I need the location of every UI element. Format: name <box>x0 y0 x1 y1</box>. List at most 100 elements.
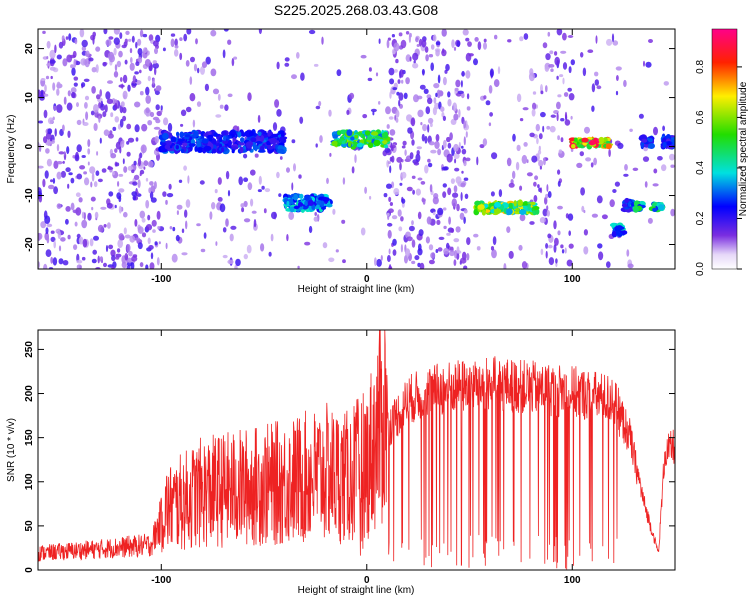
noise-blob <box>406 114 413 122</box>
noise-blob <box>423 88 429 95</box>
band-3-cell <box>508 202 513 210</box>
noise-blob <box>547 31 551 37</box>
noise-blob <box>110 153 117 159</box>
noise-blob <box>142 33 148 38</box>
noise-blob <box>108 54 115 63</box>
noise-blob <box>424 46 429 53</box>
noise-blob <box>48 184 55 190</box>
noise-blob <box>183 165 188 171</box>
noise-blob <box>388 248 391 255</box>
noise-blob <box>253 219 257 228</box>
noise-blob <box>217 177 222 185</box>
band-8-cell <box>641 138 648 143</box>
noise-blob <box>526 172 533 177</box>
noise-blob <box>192 119 196 128</box>
noise-blob <box>154 135 159 144</box>
noise-blob <box>594 79 599 86</box>
noise-blob <box>460 192 463 201</box>
band-4-cell <box>598 136 605 143</box>
noise-blob <box>103 29 108 35</box>
noise-blob <box>139 262 144 268</box>
noise-blob <box>88 57 94 62</box>
band-2-cell <box>350 136 355 141</box>
noise-blob <box>135 41 138 49</box>
noise-blob <box>230 225 237 230</box>
band-1-cell <box>293 205 300 210</box>
noise-blob <box>74 38 78 45</box>
band-0-cell <box>267 130 271 137</box>
noise-blob <box>70 64 74 69</box>
noise-blob <box>104 104 108 113</box>
x-tick-label: 0 <box>364 575 370 586</box>
noise-blob <box>559 74 564 78</box>
noise-blob <box>434 141 440 149</box>
noise-blob <box>387 222 393 227</box>
colorbar-tick-label: 0.0 <box>695 262 706 276</box>
band-0-cell <box>184 134 191 138</box>
noise-blob <box>519 118 524 122</box>
noise-blob <box>428 259 435 265</box>
noise-blob <box>611 33 615 43</box>
noise-blob <box>642 156 650 162</box>
noise-blob <box>562 32 567 41</box>
snr-series-line <box>38 330 675 570</box>
noise-blob <box>108 36 114 40</box>
noise-blob <box>452 192 459 198</box>
noise-blob <box>211 202 216 210</box>
noise-blob <box>113 29 120 35</box>
noise-blob <box>442 139 447 149</box>
noise-blob <box>276 61 280 70</box>
band-1-cell <box>304 200 308 206</box>
noise-blob <box>463 120 466 129</box>
noise-blob <box>135 78 138 83</box>
noise-blob <box>38 165 44 169</box>
noise-blob <box>112 171 115 176</box>
noise-blob <box>374 257 377 266</box>
noise-blob <box>540 90 544 95</box>
band-0-cell <box>162 132 169 140</box>
noise-blob <box>129 62 135 71</box>
noise-blob <box>97 255 100 264</box>
noise-blob <box>383 193 388 198</box>
noise-blob <box>130 262 135 269</box>
noise-blob <box>535 123 540 132</box>
noise-blob <box>156 110 162 117</box>
noise-blob <box>200 248 206 253</box>
band-0-cell <box>228 135 232 139</box>
noise-blob <box>241 207 245 213</box>
noise-blob <box>47 128 53 135</box>
noise-blob <box>408 225 415 232</box>
noise-blob <box>557 169 561 175</box>
noise-blob <box>489 68 494 78</box>
band-2-cell <box>341 143 347 148</box>
noise-blob <box>473 58 478 66</box>
noise-blob <box>458 141 461 150</box>
noise-blob <box>460 182 466 188</box>
noise-blob <box>222 49 226 59</box>
noise-blob <box>419 262 425 269</box>
noise-blob <box>405 31 410 35</box>
band-3-cell <box>474 209 478 215</box>
noise-blob <box>114 64 118 72</box>
noise-blob <box>429 184 433 193</box>
noise-blob <box>557 205 563 210</box>
band-1-cell <box>321 197 330 202</box>
noise-blob <box>591 105 595 112</box>
noise-blob <box>412 52 419 61</box>
noise-blob <box>139 69 142 74</box>
noise-blob <box>93 181 98 188</box>
band-0-cell <box>175 144 180 150</box>
noise-blob <box>405 77 410 85</box>
noise-blob <box>181 228 185 234</box>
noise-blob <box>662 125 665 132</box>
noise-blob <box>44 170 49 179</box>
noise-blob <box>387 37 391 41</box>
noise-blob <box>128 38 132 42</box>
noise-blob <box>151 219 157 227</box>
noise-blob <box>179 37 183 41</box>
noise-blob <box>46 236 50 244</box>
noise-blob <box>564 111 568 119</box>
noise-blob <box>465 37 470 42</box>
noise-blob <box>291 139 296 144</box>
noise-blob <box>601 214 608 220</box>
